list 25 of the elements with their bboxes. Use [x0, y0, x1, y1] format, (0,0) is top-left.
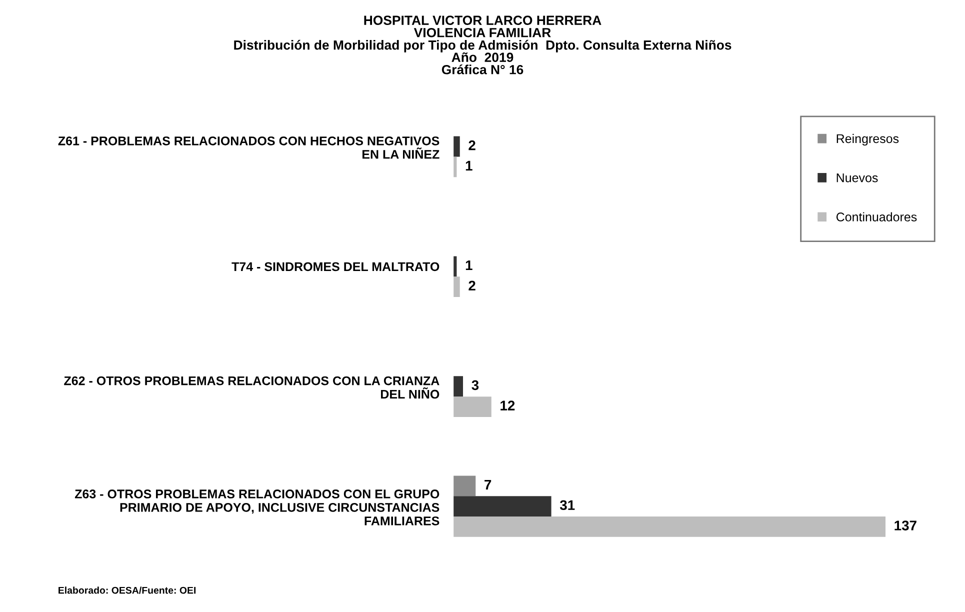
- data-label: 31: [560, 500, 575, 510]
- bar: [454, 136, 460, 157]
- y-tick-label: T74 - SINDROMES DEL MALTRATO: [232, 262, 440, 272]
- data-label: 12: [500, 400, 515, 410]
- data-label: 7: [484, 480, 492, 490]
- y-tick-label: Z63 - OTROS PROBLEMAS RELACIONADOS CON EL GRUPO PRIMARIO DE APOYO, INCLUSIVE CIRCUNSTANCIAS FAMILIARES: [74, 490, 440, 526]
- data-label: 137: [894, 520, 916, 530]
- chart-title: HOSPITAL VICTOR LARCO HERRERA VIOLENCIA FAMILIAR Distribución de Morbilidad por Tipo de Admisión Dpto. Consulta Externa Niños Año 2019 Gráfica N° 16: [234, 16, 732, 74]
- bar: [454, 276, 460, 298]
- bar: [454, 516, 886, 537]
- data-label: 3: [472, 380, 479, 390]
- y-tick-label: Z62 - OTROS PROBLEMAS RELACIONADOS CON LA CRIANZA DEL NIÑO: [64, 376, 440, 399]
- data-label: 2: [468, 280, 476, 290]
- legend-label: Reingresos: [836, 134, 899, 146]
- legend-label: Nuevos: [836, 174, 878, 182]
- bar: [454, 496, 552, 516]
- data-label: 1: [466, 260, 472, 270]
- legend-label: Continuadores: [836, 212, 917, 222]
- data-label: 2: [468, 140, 476, 150]
- bar: [454, 396, 492, 417]
- data-label: 1: [466, 160, 472, 170]
- bar: [454, 376, 464, 397]
- text: Elaborado: OESA/Fuente: OEI: [58, 586, 196, 594]
- y-tick-label: Z61 - PROBLEMAS RELACIONADOS CON HECHOS NEGATIVOS EN LA NIÑEZ: [58, 136, 440, 159]
- bar: [454, 476, 476, 496]
